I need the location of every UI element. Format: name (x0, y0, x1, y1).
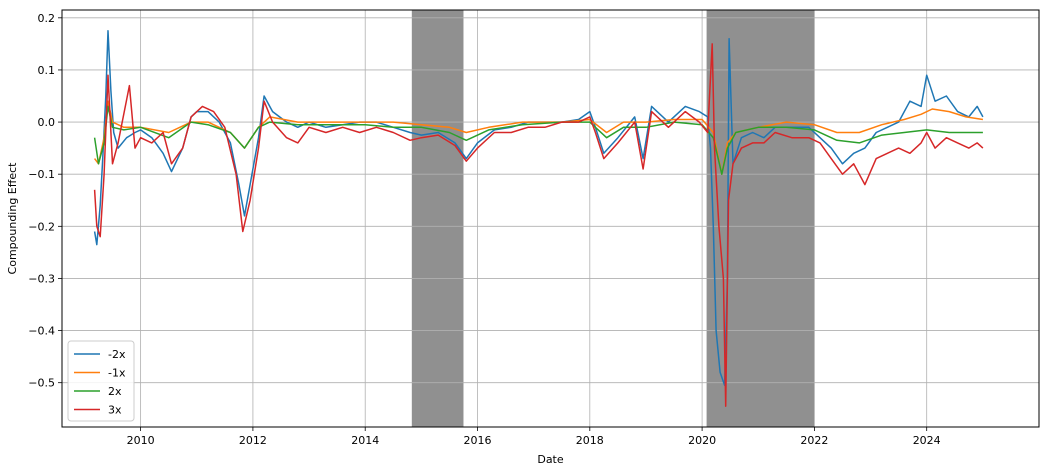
shaded-region-2 (706, 10, 815, 427)
x-tick-label: 2016 (464, 434, 492, 447)
legend-label-3x: 3x (108, 404, 122, 417)
x-tick-label: 2024 (913, 434, 941, 447)
y-tick-label: −0.3 (28, 272, 55, 285)
x-tick-label: 2022 (800, 434, 828, 447)
series-line--1x (94, 100, 984, 175)
x-tick-label: 2012 (239, 434, 267, 447)
grid-lines (62, 10, 1039, 427)
y-tick-label: 0.0 (38, 116, 56, 129)
legend-label-2x: 2x (108, 385, 122, 398)
series-line-2x (93, 105, 983, 175)
x-tick-label: 2020 (688, 434, 716, 447)
y-tick-label: 0.1 (38, 64, 56, 77)
x-tick-label: 2018 (576, 434, 604, 447)
x-axis-ticks: 2010 2012 2014 2016 2018 2020 2022 2024 (127, 427, 941, 447)
legend-label--2x: -2x (108, 348, 126, 361)
shaded-region-1 (411, 10, 464, 427)
y-tick-label: −0.5 (28, 377, 55, 390)
plot-frame (61, 9, 1040, 428)
x-axis-label: Date (537, 453, 564, 466)
series-line-3x (93, 43, 984, 407)
y-tick-label: 0.2 (38, 12, 56, 25)
x-tick-label: 2014 (351, 434, 379, 447)
x-tick-label: 2010 (127, 434, 155, 447)
y-tick-label: −0.2 (28, 220, 55, 233)
legend: -2x -1x 2x 3x (67, 340, 135, 422)
y-tick-label: −0.1 (28, 168, 55, 181)
y-tick-label: −0.4 (28, 325, 55, 338)
legend-box (67, 340, 135, 422)
y-axis-ticks: 0.2 0.1 0.0 −0.1 −0.2 −0.3 −0.4 −0.5 (28, 12, 62, 390)
shaded-regions (411, 10, 815, 427)
y-axis-label: Compounding Effect (6, 162, 19, 275)
legend-label--1x: -1x (108, 367, 126, 380)
series-lines (93, 30, 984, 407)
